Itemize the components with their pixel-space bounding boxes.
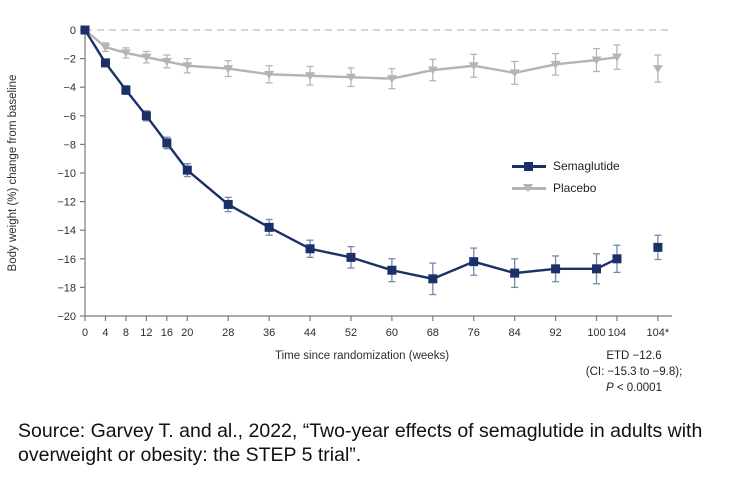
source-citation: Source: Garvey T. and al., 2022, “Two-ye… (18, 420, 703, 466)
svg-text:60: 60 (386, 327, 398, 339)
svg-text:12: 12 (140, 327, 152, 339)
legend-item-semaglutide: Semaglutide (512, 155, 620, 177)
legend: Semaglutide Placebo (512, 155, 620, 199)
svg-text:−16: −16 (57, 254, 76, 266)
etd-ci: (CI: −15.3 to −9.8); (585, 366, 683, 378)
svg-text:28: 28 (222, 327, 234, 339)
svg-text:Body weight (%) change from ba: Body weight (%) change from baseline (7, 75, 19, 272)
svg-text:Time since randomization (week: Time since randomization (weeks) (275, 350, 449, 362)
semaglutide-square-marker-icon (512, 160, 546, 172)
svg-text:−4: −4 (63, 82, 76, 94)
svg-text:−6: −6 (63, 111, 76, 123)
svg-text:−20: −20 (57, 311, 76, 323)
svg-text:100: 100 (587, 327, 605, 339)
svg-text:−14: −14 (57, 225, 76, 237)
legend-label-semaglutide: Semaglutide (553, 159, 620, 173)
svg-text:68: 68 (427, 327, 439, 339)
svg-text:92: 92 (549, 327, 561, 339)
svg-text:−18: −18 (57, 282, 76, 294)
etd-pvalue: P < 0.0001 (606, 382, 662, 394)
svg-text:36: 36 (263, 327, 275, 339)
svg-text:52: 52 (345, 327, 357, 339)
svg-text:16: 16 (161, 327, 173, 339)
legend-item-placebo: Placebo (512, 177, 620, 199)
svg-text:−2: −2 (63, 54, 76, 66)
svg-text:−10: −10 (57, 168, 76, 180)
svg-text:8: 8 (123, 327, 129, 339)
svg-text:0: 0 (70, 25, 76, 37)
etd-value: ETD −12.6 (606, 350, 662, 362)
svg-text:−12: −12 (57, 197, 76, 209)
svg-text:104*: 104* (647, 327, 670, 339)
svg-text:0: 0 (82, 327, 88, 339)
svg-text:104: 104 (608, 327, 626, 339)
weight-change-line-chart: 0 −2 −4 −6 −8 −10 −12 −14 −16 −18 −20 0 4 8 12 16 20 28 36… (7, 25, 672, 362)
svg-text:84: 84 (509, 327, 521, 339)
svg-text:44: 44 (304, 327, 316, 339)
etd-annotation: ETD −12.6 (CI: −15.3 to −9.8); P < 0.000… (560, 348, 708, 396)
svg-text:4: 4 (102, 327, 108, 339)
svg-text:−8: −8 (63, 139, 76, 151)
legend-label-placebo: Placebo (553, 181, 597, 195)
svg-text:76: 76 (468, 327, 480, 339)
placebo-triangle-marker-icon (512, 182, 546, 194)
svg-text:20: 20 (181, 327, 193, 339)
